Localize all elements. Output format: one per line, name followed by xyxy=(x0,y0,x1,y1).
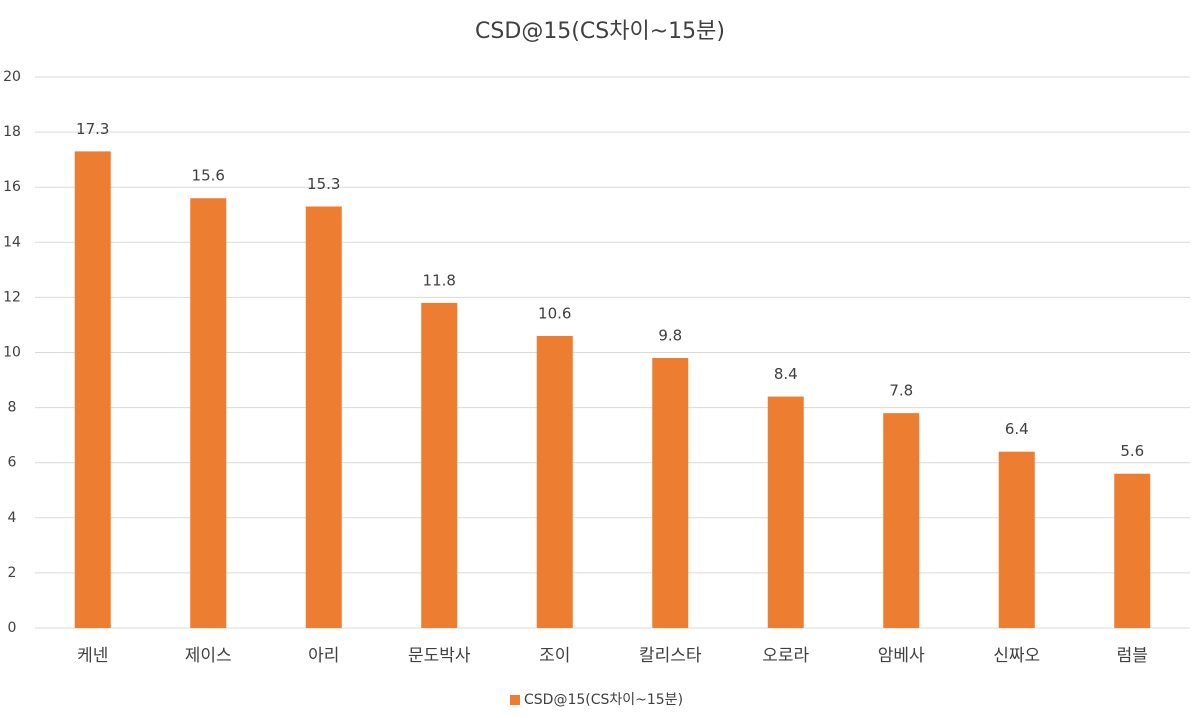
bar xyxy=(1114,473,1151,628)
x-tick-label: 럼블 xyxy=(1117,646,1148,666)
x-tick-label: 신짜오 xyxy=(993,646,1040,666)
y-tick-label: 0 xyxy=(8,620,17,636)
data-label: 15.6 xyxy=(192,167,225,185)
data-label: 7.8 xyxy=(889,382,913,400)
y-tick-label: 8 xyxy=(8,400,17,416)
data-label: 8.4 xyxy=(774,365,798,383)
y-tick-label: 2 xyxy=(8,565,17,581)
data-label: 15.3 xyxy=(307,175,340,193)
y-tick-label: 10 xyxy=(3,345,21,361)
x-tick-label: 암베사 xyxy=(878,646,925,666)
y-tick-label: 6 xyxy=(8,455,17,471)
y-tick-label: 16 xyxy=(3,179,21,195)
x-tick-label: 문도박사 xyxy=(408,646,471,666)
bar xyxy=(305,206,342,629)
x-tick-label: 조이 xyxy=(539,646,570,666)
y-tick-label: 20 xyxy=(3,69,21,85)
bar xyxy=(767,396,804,628)
bar xyxy=(998,451,1035,628)
legend-swatch xyxy=(510,695,520,705)
data-label: 6.4 xyxy=(1005,420,1029,438)
legend-label: CSD@15(CS차이~15분) xyxy=(524,692,683,708)
data-label: 5.6 xyxy=(1120,442,1144,460)
chart-title: CSD@15(CS차이~15분) xyxy=(475,19,725,44)
data-label: 10.6 xyxy=(538,304,571,322)
x-tick-label: 칼리스타 xyxy=(639,646,702,666)
data-label: 9.8 xyxy=(658,327,682,345)
bar xyxy=(74,151,111,628)
data-label: 17.3 xyxy=(76,120,109,138)
bar xyxy=(421,302,458,628)
x-tick-label: 오로라 xyxy=(762,646,809,666)
data-label: 11.8 xyxy=(423,271,456,289)
bar xyxy=(536,335,573,628)
x-tick-label: 아리 xyxy=(308,646,339,666)
x-tick-label: 케넨 xyxy=(77,646,108,666)
y-tick-label: 14 xyxy=(3,234,21,250)
bar xyxy=(883,413,920,628)
y-tick-label: 18 xyxy=(3,124,21,140)
y-tick-label: 12 xyxy=(3,289,21,305)
y-tick-label: 4 xyxy=(8,510,17,526)
x-tick-label: 제이스 xyxy=(185,646,232,666)
bar xyxy=(652,358,689,628)
bar xyxy=(190,198,227,628)
